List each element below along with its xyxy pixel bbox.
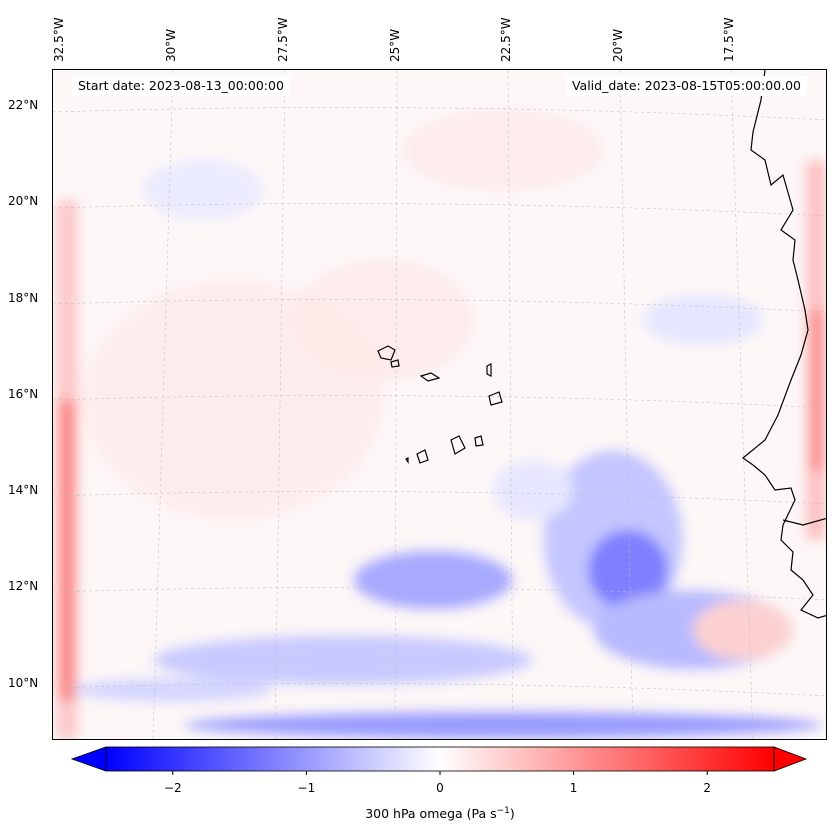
lon-label: 20°W bbox=[611, 28, 625, 62]
colorbar-tick-label: 1 bbox=[569, 781, 578, 795]
colorbar-tick-label: 2 bbox=[703, 781, 712, 795]
colorbar-extend-high bbox=[773, 746, 808, 772]
colorbar-gradient bbox=[105, 746, 775, 772]
lat-label: 12°N bbox=[8, 579, 39, 593]
coastline bbox=[742, 70, 826, 619]
colorbar-tick-label: −2 bbox=[163, 781, 182, 795]
lon-label: 17.5°W bbox=[722, 17, 736, 62]
colorbar-label: 300 hPa omega (Pa s−1) bbox=[365, 806, 515, 822]
colorbar-tick-label: −1 bbox=[297, 781, 316, 795]
lon-label: 25°W bbox=[388, 28, 402, 62]
lat-label: 10°N bbox=[8, 676, 39, 690]
colorbar bbox=[70, 746, 808, 775]
omega-field bbox=[53, 70, 826, 739]
lat-label: 22°N bbox=[8, 98, 39, 112]
valid-date-label: Valid_date: 2023-08-15T05:00:00.00 bbox=[565, 76, 807, 96]
lon-label: 32.5°W bbox=[52, 17, 66, 62]
field-shading bbox=[53, 70, 826, 739]
lon-label: 22.5°W bbox=[499, 17, 513, 62]
lat-label: 16°N bbox=[8, 387, 39, 401]
lon-label: 30°W bbox=[164, 28, 178, 62]
cape-verde-islands bbox=[377, 345, 503, 464]
colorbar-extend-low bbox=[70, 746, 107, 772]
start-date-label: Start date: 2023-08-13_00:00:00 bbox=[72, 76, 290, 96]
lon-label: 27.5°W bbox=[276, 17, 290, 62]
lat-label: 14°N bbox=[8, 483, 39, 497]
map-panel bbox=[52, 69, 827, 740]
gridlines bbox=[53, 70, 826, 739]
lat-label: 20°N bbox=[8, 194, 39, 208]
colorbar-tick-label: 0 bbox=[436, 781, 444, 795]
lat-label: 18°N bbox=[8, 291, 39, 305]
